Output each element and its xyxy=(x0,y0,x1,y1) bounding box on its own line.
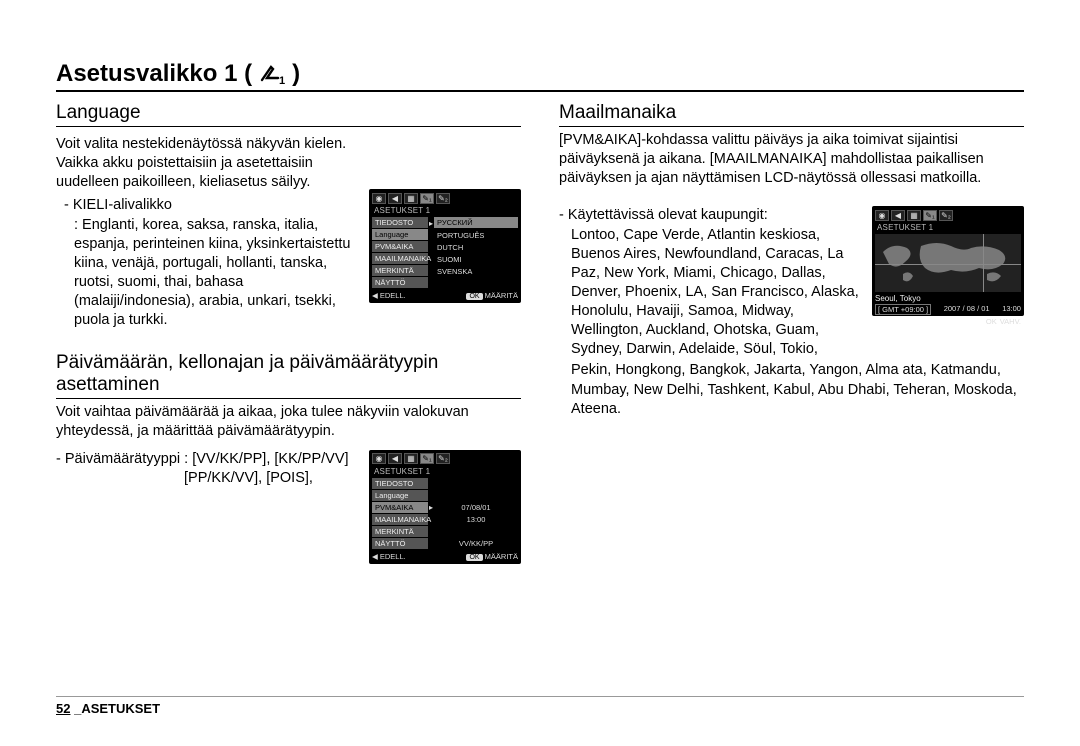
page-title: Asetusvalikko 1 ( 1 ) xyxy=(56,60,1024,88)
icon-subscript: 1 xyxy=(279,75,285,85)
lcd-item: PVM&AIKA xyxy=(372,502,428,513)
lcd-item: Language xyxy=(372,490,428,501)
lcd-item: MERKINTÄ xyxy=(372,526,428,537)
title-rule xyxy=(56,90,1024,92)
lcd-footer-right: MÄÄRITÄ xyxy=(485,291,518,300)
lcd-ok-pill: OK xyxy=(466,293,482,300)
lcd-tabs: ◉◀▦✎₁✎₂ xyxy=(372,453,518,465)
lcd-value: DUTCH xyxy=(434,242,518,253)
world-map xyxy=(875,234,1021,292)
lcd-item: TIEDOSTO xyxy=(372,478,428,489)
lcd-value: 07/08/01 xyxy=(434,502,518,513)
lcd-footer-right: VAHV. xyxy=(1000,317,1021,326)
lcd-item: NÄYTTÖ xyxy=(372,538,428,549)
language-submenu-label: - KIELI-alivalikko xyxy=(56,196,359,215)
cities-block: Lontoo, Cape Verde, Atlantin keskiosa, B… xyxy=(559,226,862,360)
lcd-value xyxy=(434,483,518,485)
lcd-value xyxy=(434,282,518,284)
title-after: ) xyxy=(292,60,300,88)
settings-1-icon: 1 xyxy=(258,63,286,85)
world-city: Seoul, Tokyo xyxy=(875,294,1021,303)
worldtime-lcd: ◉◀▦✎₁✎₂ ASETUKSET 1 Seoul, Tokyo [ GMT +… xyxy=(872,206,1024,316)
lcd-item: PVM&AIKA xyxy=(372,241,428,252)
language-heading: Language xyxy=(56,102,521,127)
lcd-title: ASETUKSET 1 xyxy=(877,223,1021,232)
world-time: 13:00 xyxy=(1002,304,1021,315)
lcd-item: NÄYTTÖ xyxy=(372,277,428,288)
lcd-item: TIEDOSTO xyxy=(372,217,428,228)
lcd-value: SUOMI xyxy=(434,254,518,265)
lcd-ok-pill: OK xyxy=(466,554,482,561)
page-number: 52 xyxy=(56,701,70,716)
lcd-title: ASETUKSET 1 xyxy=(374,206,518,215)
lcd-value: VV/KK/PP xyxy=(434,538,518,549)
world-gmt: [ GMT +09:00 ] xyxy=(875,304,931,315)
cities-label: - Käytettävissä olevat kaupungit: xyxy=(559,206,862,225)
lcd-item: MAAILMANAIKA xyxy=(372,253,428,264)
lcd-value: РУССКИЙ xyxy=(434,217,518,228)
lcd-title: ASETUKSET 1 xyxy=(374,467,518,476)
title-before: Asetusvalikko 1 ( xyxy=(56,60,252,88)
datetime-type-line2: [PP/KK/VV], [POIS], xyxy=(56,469,359,488)
worldtime-desc: [PVM&AIKA]-kohdassa valittu päiväys ja a… xyxy=(559,131,1024,188)
lcd-value xyxy=(434,531,518,533)
lcd-tabs: ◉◀▦✎₁✎₂ xyxy=(372,192,518,204)
cities-wide: Pekin, Hongkong, Bangkok, Jakarta, Yango… xyxy=(559,361,1024,418)
datetime-type-line1: - Päivämäärätyyppi : [VV/KK/PP], [KK/PP/… xyxy=(56,450,359,469)
datetime-heading: Päivämäärän, kellonajan ja päivämäärätyy… xyxy=(56,352,521,399)
lcd-value: SVENSKA xyxy=(434,266,518,277)
datetime-desc: Voit vaihtaa päivämäärää ja aikaa, joka … xyxy=(56,403,521,441)
language-submenu-body: : Englanti, korea, saksa, ranska, italia… xyxy=(56,216,359,331)
language-lcd: ◉◀▦✎₁✎₂ ASETUKSET 1 TIEDOSTO▸РУССКИЙ Lan… xyxy=(369,189,521,303)
lcd-value: 13:00 xyxy=(434,514,518,525)
lcd-item: MAAILMANAIKA xyxy=(372,514,428,525)
worldtime-heading: Maailmanaika xyxy=(559,102,1024,127)
lcd-item: MERKINTÄ xyxy=(372,265,428,276)
world-date: 2007 / 08 / 01 xyxy=(944,304,990,315)
page-footer: 52 _ASETUKSET xyxy=(56,696,1024,716)
language-desc: Voit valita nestekidenäytössä näkyvän ki… xyxy=(56,135,359,192)
lcd-back-icon: ◀ EDELL. xyxy=(372,291,406,300)
lcd-tabs: ◉◀▦✎₁✎₂ xyxy=(875,209,1021,221)
lcd-footer-right: MÄÄRITÄ xyxy=(485,552,518,561)
lcd-value: PORTUGUÊS xyxy=(434,230,518,241)
footer-label: ASETUKSET xyxy=(81,701,160,716)
lcd-item: Language xyxy=(372,229,428,240)
lcd-back-icon: ◀ EDELL. xyxy=(372,552,406,561)
lcd-ok-pill: OK xyxy=(986,317,997,326)
datetime-lcd: ◉◀▦✎₁✎₂ ASETUKSET 1 TIEDOSTO Language PV… xyxy=(369,450,521,564)
lcd-value xyxy=(434,495,518,497)
